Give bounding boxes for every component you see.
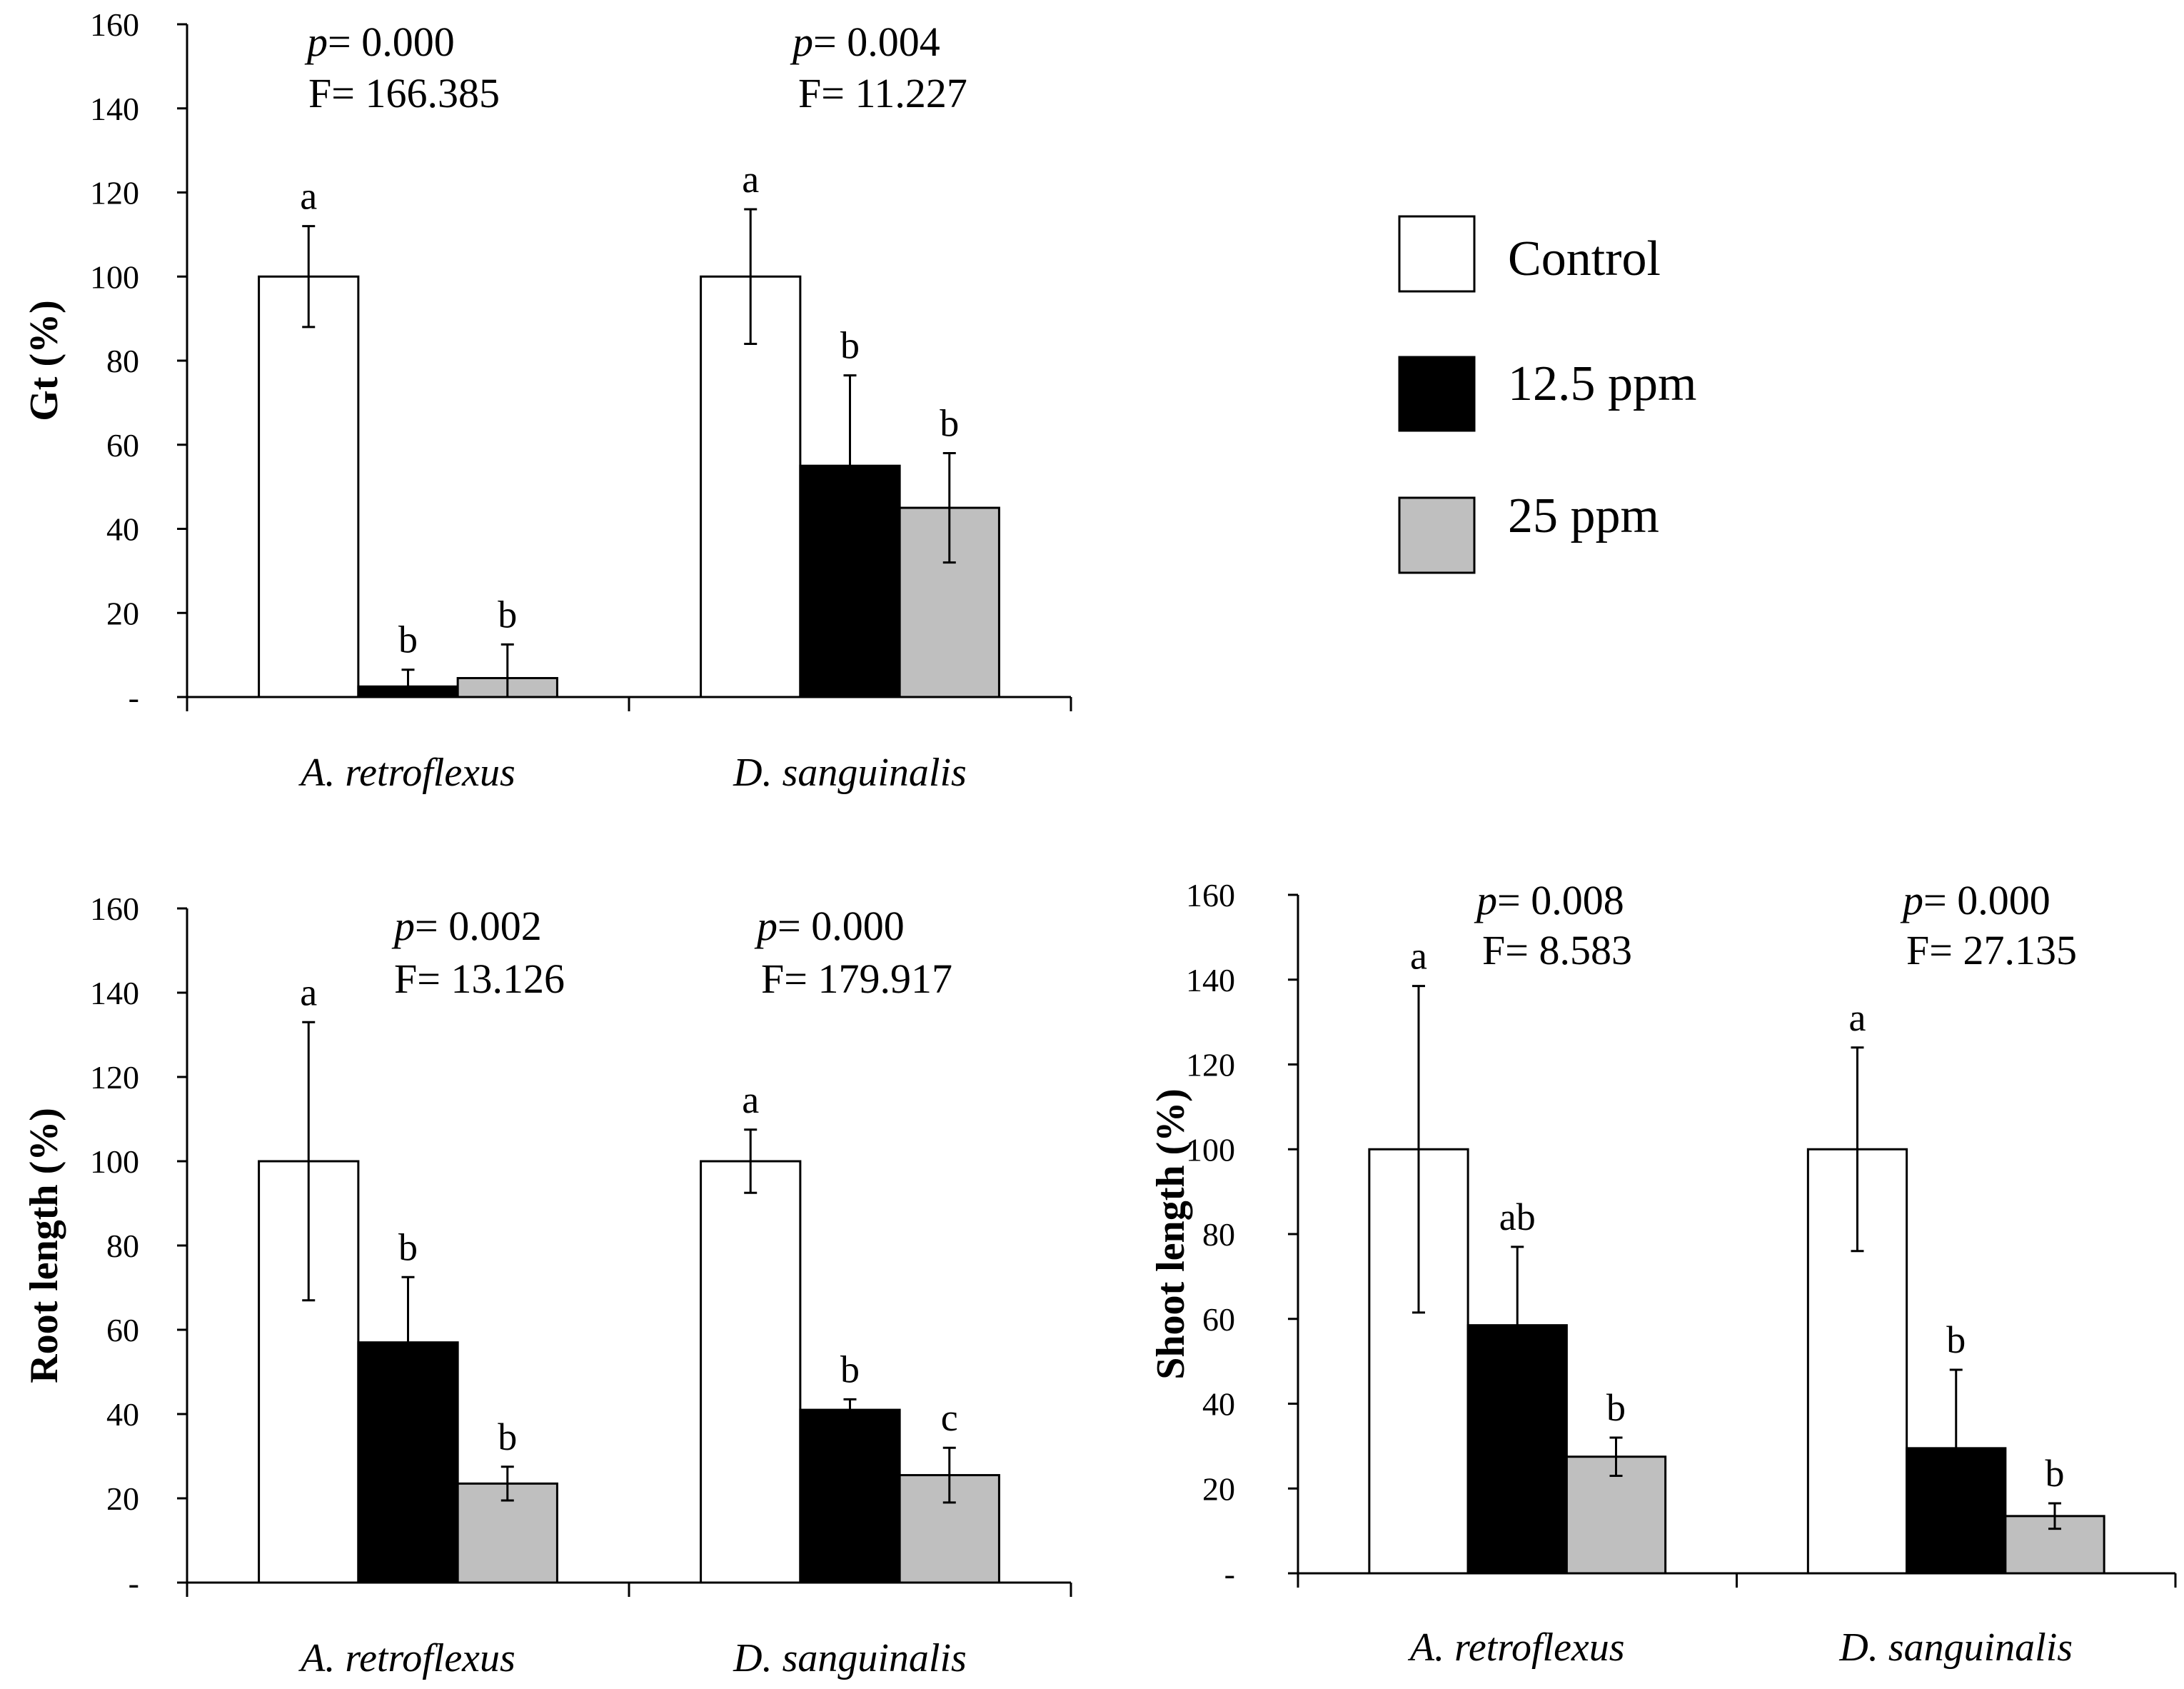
significance-letter: a: [1849, 996, 1866, 1039]
legend-swatch-12-5-ppm: [1398, 356, 1476, 432]
y-tick-label: 20: [1202, 1470, 1235, 1507]
x-tick-label: A. retroflexus: [1407, 1625, 1625, 1670]
x-tick-label: A. retroflexus: [298, 1636, 515, 1680]
significance-letter: b: [1606, 1386, 1626, 1429]
y-tick-label: -: [129, 679, 139, 716]
p-value-label: p= 0.000: [304, 19, 455, 65]
p-value-label: p= 0.000: [1900, 877, 2050, 923]
y-tick-label: 140: [1186, 962, 1235, 998]
significance-letter: b: [498, 1415, 517, 1458]
p-value-label: p= 0.004: [790, 19, 940, 65]
significance-letter: c: [941, 1396, 958, 1439]
y-tick-label: 80: [1202, 1216, 1235, 1253]
f-value-label: F= 13.126: [394, 956, 565, 1002]
bar-control: [258, 275, 360, 698]
x-tick-label: D. sanguinalis: [733, 1636, 967, 1680]
gt-chart: - 20 40 60 80 100 120 140 160 Gt (%) A. retroflexu…: [22, 6, 1072, 795]
x-tick-label: D. sanguinalis: [1838, 1625, 2073, 1670]
significance-letter: a: [1410, 935, 1427, 978]
y-tick-label: 140: [90, 975, 139, 1011]
f-value-label: F= 8.583: [1482, 927, 1632, 973]
f-value-label: F= 179.917: [761, 956, 952, 1002]
f-value-label: F= 166.385: [308, 70, 500, 116]
f-value-label: F= 11.227: [798, 70, 967, 116]
significance-letter: b: [398, 1226, 418, 1268]
root-length-chart: - 20 40 60 80 100 120 140 160 Root length (%) A. r…: [22, 891, 1072, 1680]
legend-label-control: Control: [1508, 231, 1661, 286]
y-tick-label: 60: [106, 1312, 139, 1348]
y-tick-label: -: [1224, 1555, 1235, 1592]
y-tick-label: 80: [106, 343, 139, 379]
y-tick-label: 120: [90, 1059, 139, 1096]
y-tick-label: 100: [90, 259, 139, 295]
x-tick-label: A. retroflexus: [298, 751, 515, 795]
y-tick-label: 40: [1202, 1386, 1235, 1423]
legend-swatch-control: [1398, 215, 1476, 293]
p-value-label: p= 0.002: [391, 903, 542, 949]
significance-letter: b: [398, 618, 418, 661]
x-tick-label: D. sanguinalis: [733, 751, 967, 795]
bar-control: [700, 275, 802, 698]
y-tick-label: 120: [90, 175, 139, 211]
f-value-label: F= 27.135: [1906, 927, 2077, 973]
y-axis-label: Shoot length (%): [1149, 1088, 1193, 1380]
legend-label-25-ppm: 25 ppm: [1508, 488, 1659, 543]
legend-swatch-25-ppm: [1398, 496, 1476, 574]
y-tick-label: 100: [90, 1143, 139, 1180]
y-tick-label: 160: [90, 6, 139, 43]
significance-letter: ab: [1499, 1196, 1536, 1238]
legend-label-12-5-ppm: 12.5 ppm: [1508, 356, 1696, 411]
significance-letter: b: [2045, 1452, 2065, 1495]
p-value-label: p= 0.000: [754, 903, 905, 949]
shoot-length-chart: - 20 40 60 80 100 120 140 160 Shoot length (%) A. …: [1149, 877, 2177, 1670]
significance-letter: b: [940, 402, 959, 445]
significance-letter: a: [300, 971, 317, 1013]
significance-letter: a: [742, 1078, 759, 1121]
significance-letter: a: [300, 175, 317, 218]
y-tick-label: 40: [106, 511, 139, 548]
y-tick-label: 140: [90, 91, 139, 127]
bar-control: [700, 1160, 802, 1584]
significance-letter: b: [1946, 1318, 1966, 1361]
significance-letter: b: [840, 1348, 860, 1390]
p-value-label: p= 0.008: [1474, 877, 1624, 923]
y-tick-label: 40: [106, 1396, 139, 1433]
y-tick-label: 20: [106, 1480, 139, 1517]
y-tick-label: 160: [1186, 877, 1235, 913]
significance-letter: b: [840, 324, 860, 367]
y-tick-label: 20: [106, 595, 139, 631]
legend: Control 12.5 ppm 25 ppm: [1398, 215, 1696, 574]
y-tick-label: 120: [1186, 1047, 1235, 1083]
y-tick-label: 160: [90, 891, 139, 927]
significance-letter: a: [742, 158, 759, 201]
y-tick-label: 60: [1202, 1301, 1235, 1338]
y-axis-label: Root length (%): [22, 1108, 66, 1383]
y-tick-label: 80: [106, 1228, 139, 1264]
significance-letter: b: [498, 593, 517, 636]
y-axis-label: Gt (%): [22, 300, 66, 421]
y-tick-label: 60: [106, 427, 139, 463]
y-tick-label: 100: [1186, 1131, 1235, 1168]
bar-12-5-ppm: [799, 1408, 901, 1584]
y-tick-label: -: [129, 1565, 139, 1601]
